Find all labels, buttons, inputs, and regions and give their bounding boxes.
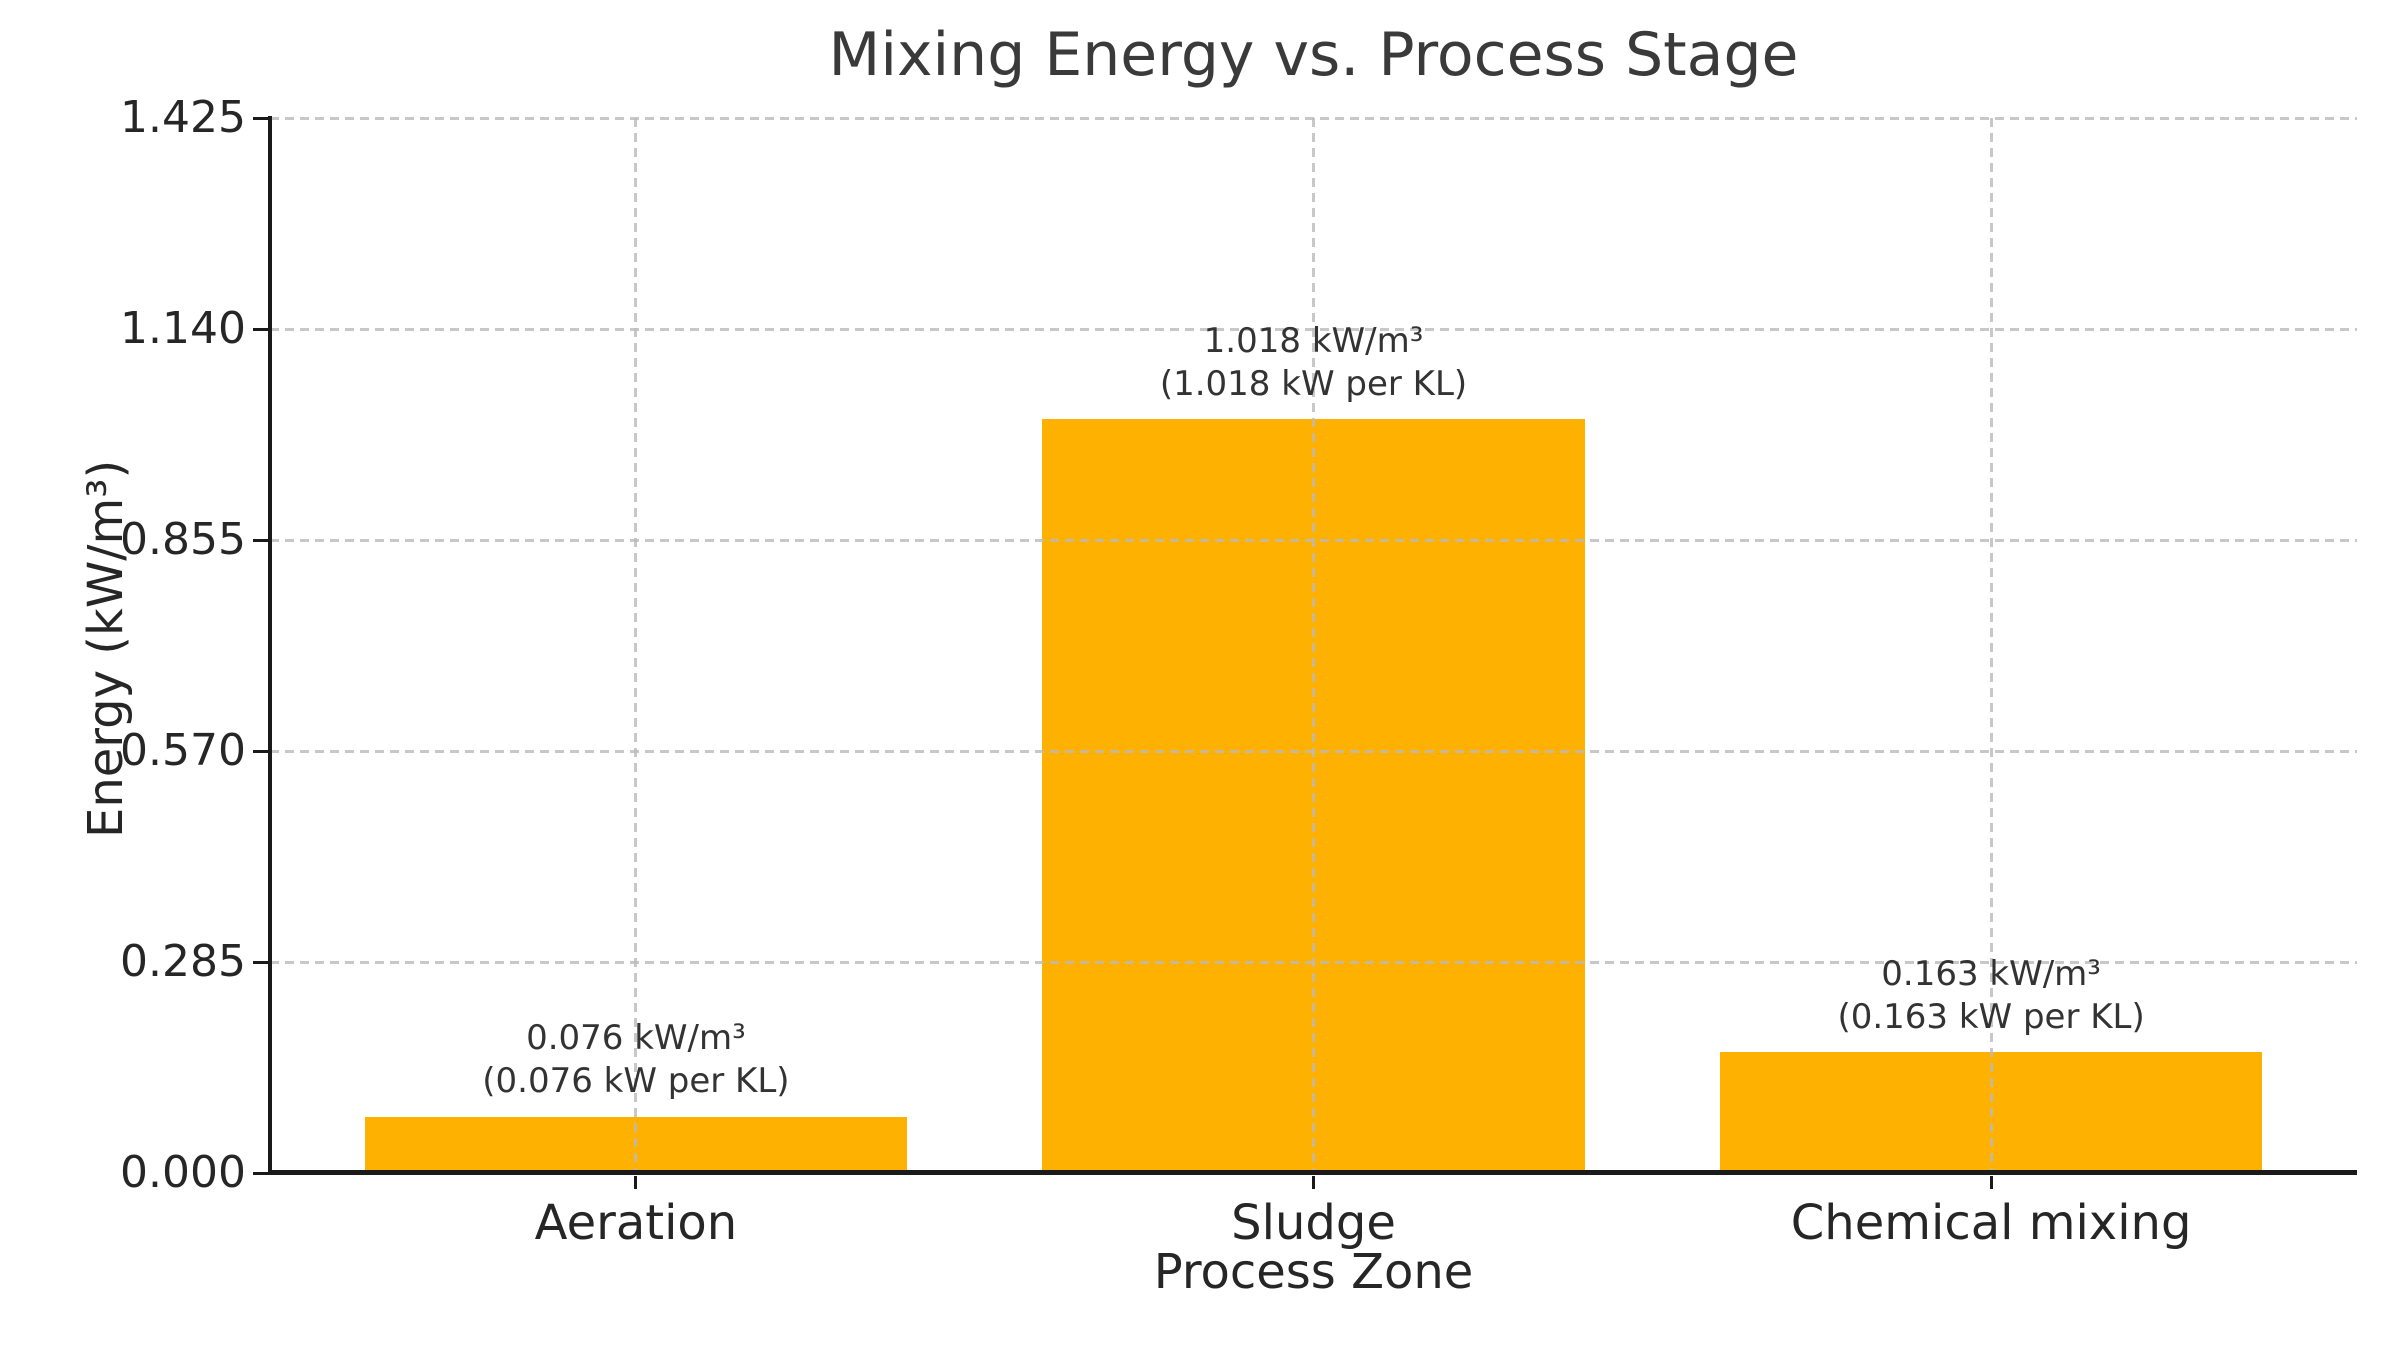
x-gridline xyxy=(1312,118,1315,1173)
annotation-line1: 1.018 kW/m³ xyxy=(1203,320,1424,361)
annotation-line2: (1.018 kW per KL) xyxy=(1159,363,1468,404)
chart-title: Mixing Energy vs. Process Stage xyxy=(828,20,1799,90)
y-tick-label: 0.000 xyxy=(120,1147,246,1198)
annotations-layer: 0.076 kW/m³ (0.076 kW per KL) 1.018 kW/m³(… xyxy=(270,118,2357,1173)
y-tick-label: 1.140 xyxy=(120,303,246,354)
annotation-line1: 0.076 kW/m³ xyxy=(526,1018,746,1059)
bar-value-annotation: 0.076 kW/m³ (0.076 kW per KL) xyxy=(482,1017,789,1103)
x-gridline xyxy=(634,118,638,1173)
annotation-line1: 0.163 kW/m³ xyxy=(1881,953,2101,994)
bar-value-annotation: 1.018 kW/m³ (1.018 kW per KL) xyxy=(1160,320,1467,406)
x-tick-mark xyxy=(634,1176,638,1189)
y-tick-mark xyxy=(253,538,268,542)
x-tick-mark xyxy=(1989,1176,1993,1189)
y-tick-mark xyxy=(253,116,268,120)
y-tick-mark xyxy=(253,327,268,331)
x-tick-label: Sludge xyxy=(1231,1195,1396,1251)
y-tick-label: 0.855 xyxy=(120,514,246,565)
y-tick-mark xyxy=(253,960,268,964)
bar-value-annotation: 0.163 kW/m³ (0.163 kW per KL) xyxy=(1837,953,2144,1039)
y-tick-mark xyxy=(253,749,268,753)
y-tick-label: 1.425 xyxy=(120,92,246,143)
plot-area: 0.076 kW/m³ (0.076 kW per KL) 1.018 kW/m³(… xyxy=(120,96,2357,1249)
x-axis-spine xyxy=(268,1170,2357,1175)
x-tick-label: Aeration xyxy=(534,1195,738,1251)
y-tick-mark xyxy=(253,1171,268,1175)
annotation-line2: (0.076 kW per KL) xyxy=(482,1060,790,1101)
y-tick-label: 0.285 xyxy=(120,936,246,987)
y-tick-label: 0.570 xyxy=(120,725,246,776)
gridlines xyxy=(270,116,2357,1173)
x-tick-mark xyxy=(1312,1176,1315,1189)
annotation-line2: (0.163 kW per KL) xyxy=(1837,996,2145,1037)
x-axis-label: Process Zone xyxy=(1153,1244,1474,1300)
axes-layer xyxy=(253,116,2357,1189)
y-axis-spine xyxy=(268,116,272,1175)
x-gridline xyxy=(1989,118,1993,1173)
x-tick-label: Chemical mixing xyxy=(1790,1195,2192,1251)
